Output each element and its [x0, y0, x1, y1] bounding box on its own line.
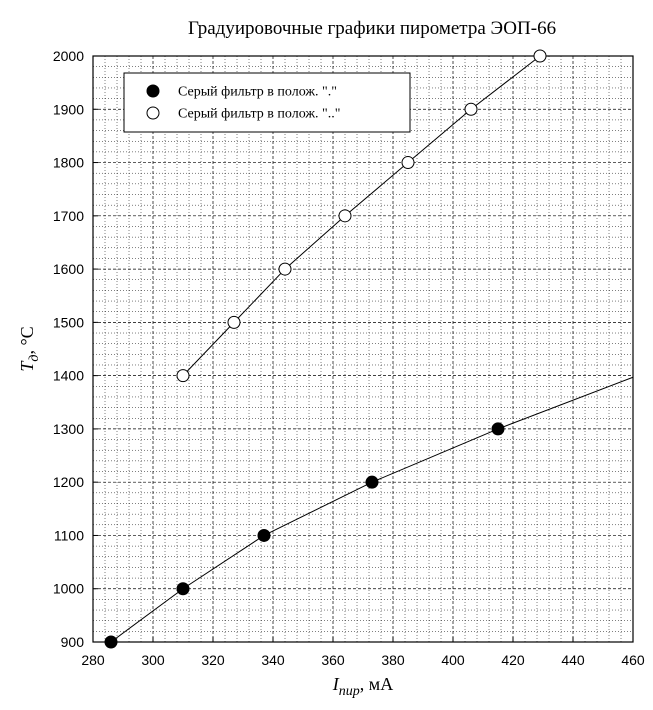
legend-marker-open — [146, 106, 160, 120]
x-tick-label: 380 — [381, 652, 405, 668]
data-point-open — [278, 262, 292, 276]
data-point-filled — [491, 422, 505, 436]
legend-marker-filled — [146, 84, 160, 98]
y-tick-label: 1000 — [53, 581, 84, 597]
x-tick-label: 400 — [441, 652, 465, 668]
data-point-open — [176, 369, 190, 383]
legend-label-open: Серый фильтр в полож. ".." — [178, 107, 340, 122]
y-tick-label: 2000 — [53, 48, 84, 64]
data-point-open — [464, 102, 478, 116]
x-tick-label: 300 — [141, 652, 165, 668]
y-tick-label: 1300 — [53, 421, 84, 437]
data-point-filled — [257, 528, 271, 542]
y-axis-label: Tд, °C — [17, 326, 42, 371]
data-point-filled — [176, 582, 190, 596]
grid — [92, 55, 634, 643]
y-tick-label: 1500 — [53, 314, 84, 330]
x-tick-label: 340 — [261, 652, 285, 668]
series-points — [104, 49, 547, 649]
chart-title: Градуировочные графики пирометра ЭОП-66 — [188, 18, 556, 39]
data-point-open — [227, 315, 241, 329]
x-tick-label: 440 — [561, 652, 585, 668]
y-tick-label: 1600 — [53, 261, 84, 277]
data-point-filled — [104, 635, 118, 649]
x-axis-label: Iпир, мА — [332, 674, 393, 699]
x-axis-label-unit: , мА — [360, 674, 393, 694]
data-point-filled — [365, 475, 379, 489]
y-tick-label: 900 — [61, 634, 85, 650]
data-point-open — [401, 156, 415, 170]
y-tick-label: 1800 — [53, 155, 84, 171]
y-tick-label: 1100 — [54, 527, 84, 543]
x-axis-label-sub: пир — [339, 684, 360, 699]
x-tick-label: 420 — [501, 652, 525, 668]
x-tick-label: 280 — [81, 652, 105, 668]
series-lines — [110, 55, 634, 643]
legend-box — [123, 72, 411, 133]
y-tick-label: 1900 — [53, 101, 84, 117]
x-tick-label: 460 — [621, 652, 645, 668]
y-axis-label-sub: д — [27, 355, 42, 362]
data-point-open — [533, 49, 547, 63]
x-tick-label: 320 — [201, 652, 225, 668]
data-point-open — [338, 209, 352, 223]
ticks: 280 300 320 340 360 380 400 420 440 460 900 1000 110… — [53, 48, 645, 668]
y-axis-label-unit: , °C — [17, 326, 37, 354]
y-tick-label: 1200 — [53, 474, 84, 490]
y-axis-label-main: T — [17, 360, 37, 372]
series-line-0 — [110, 376, 634, 643]
x-tick-label: 360 — [321, 652, 345, 668]
legend: Серый фильтр в полож. "." Серый фильтр в… — [123, 72, 411, 133]
legend-label-filled: Серый фильтр в полож. "." — [178, 85, 337, 100]
y-tick-label: 1700 — [53, 208, 84, 224]
x-axis-label-main: I — [332, 674, 340, 694]
plot-frame — [92, 55, 634, 643]
y-tick-label: 1400 — [53, 368, 84, 384]
